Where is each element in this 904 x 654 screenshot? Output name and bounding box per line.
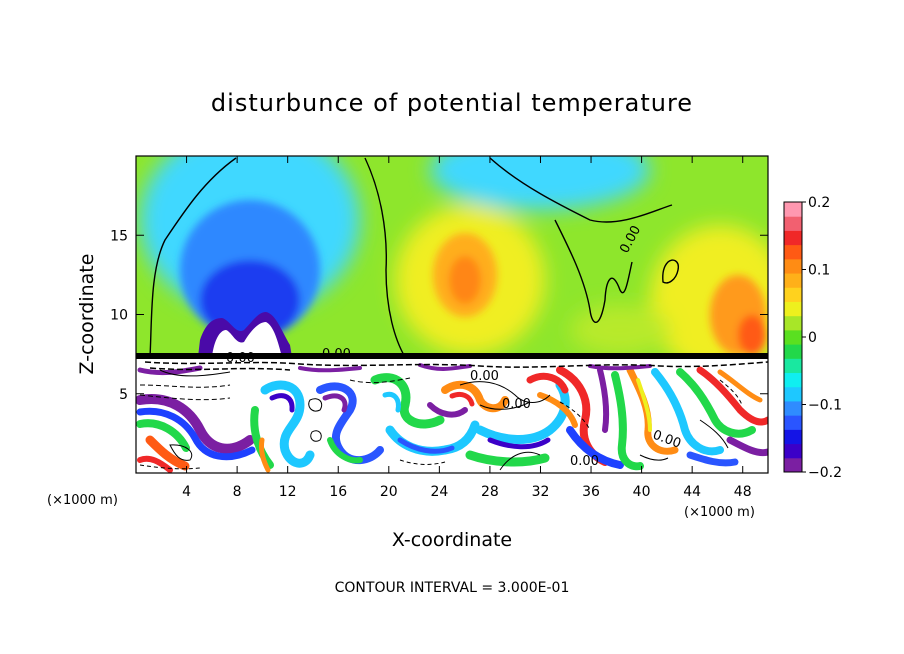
- colorbar-swatch: [784, 244, 802, 260]
- colorbar-swatch: [784, 400, 802, 416]
- colorbar-swatch: [784, 258, 802, 274]
- chart-title: disturbunce of potential temperature: [211, 89, 693, 117]
- colorbar-tick-label: 0: [808, 330, 817, 346]
- x-tick-label: 12: [279, 484, 297, 500]
- contour-interval-note: CONTOUR INTERVAL = 3.000E-01: [335, 580, 570, 596]
- x-unit-right: (×1000 m): [684, 505, 755, 520]
- x-tick-label: 24: [430, 484, 448, 500]
- colorbar-tick-label: 0.2: [808, 195, 830, 211]
- turbulent-patches: [136, 363, 768, 473]
- colorbar-swatch: [784, 457, 802, 473]
- colorbar-swatch: [784, 429, 802, 445]
- turbulent-contours: [139, 369, 743, 471]
- negative-core-white: [212, 322, 282, 357]
- colorbar-swatch: [784, 443, 802, 459]
- colorbar-swatch: [784, 315, 802, 331]
- y-tick-label: 5: [119, 387, 128, 403]
- zero-contour-loop: [662, 259, 680, 284]
- colorbar-swatch: [784, 202, 802, 217]
- x-tick-label: 36: [582, 484, 600, 500]
- y-tick-label: 15: [110, 228, 128, 244]
- x-tick-label: 32: [532, 484, 550, 500]
- x-tick-label: 4: [182, 484, 191, 500]
- x-axis: 4 8 12 16 20 24 28 32 36 40 44 48: [182, 156, 752, 500]
- x-tick-label: 40: [633, 484, 651, 500]
- colorbar-swatch: [784, 329, 802, 345]
- field-cores: [180, 200, 766, 355]
- colorbar-swatch: [784, 230, 802, 246]
- upper-field: 0.00: [136, 156, 768, 357]
- x-tick-label: 8: [233, 484, 242, 500]
- y-axis: 5 10 15: [110, 228, 768, 403]
- x-tick-label: 48: [734, 484, 752, 500]
- inversion-layer: 0.00 0.00: [136, 347, 768, 371]
- colorbar-tick-label: −0.2: [808, 465, 842, 481]
- zero-contour-right: [489, 157, 673, 223]
- colorbar-swatch: [784, 216, 802, 231]
- colorbar-swatch: [784, 287, 802, 302]
- zero-contour-left: [149, 157, 237, 357]
- colorbar-swatch: [784, 358, 802, 374]
- contour-label-2: 0.00: [322, 347, 351, 362]
- colorbar-swatch: [784, 344, 802, 359]
- contour-label-6: 0.00: [570, 454, 599, 469]
- plot-area: 0.00: [136, 156, 768, 473]
- x-axis-title: X-coordinate: [392, 529, 512, 551]
- contour-label-7: 0.00: [226, 351, 255, 366]
- lower-field: 0.00 0.00 0.00 0.00: [136, 357, 768, 473]
- colorbar-swatch: [784, 273, 802, 288]
- colorbar-swatch: [784, 415, 802, 430]
- y-axis-title: Z-coordinate: [76, 254, 98, 375]
- contour-label-4: 0.00: [502, 397, 531, 412]
- colorbar-tick-label: −0.1: [808, 398, 842, 414]
- colorbar-swatch: [784, 386, 802, 402]
- x-unit-left: (×1000 m): [47, 493, 118, 508]
- colorbar: 0.2 0.1 0 −0.1 −0.2: [783, 195, 842, 481]
- zero-contour-mid: [364, 157, 406, 357]
- x-tick-label: 20: [380, 484, 398, 500]
- colorbar-swatch: [784, 301, 802, 317]
- x-tick-label: 28: [481, 484, 499, 500]
- contour-label-3: 0.00: [470, 369, 499, 384]
- y-tick-label: 10: [110, 308, 128, 324]
- colorbar-tick-label: 0.1: [808, 263, 830, 279]
- x-tick-label: 16: [329, 484, 347, 500]
- x-tick-label: 44: [683, 484, 701, 500]
- colorbar-swatch: [784, 372, 802, 388]
- zero-contour-right2: [554, 219, 633, 323]
